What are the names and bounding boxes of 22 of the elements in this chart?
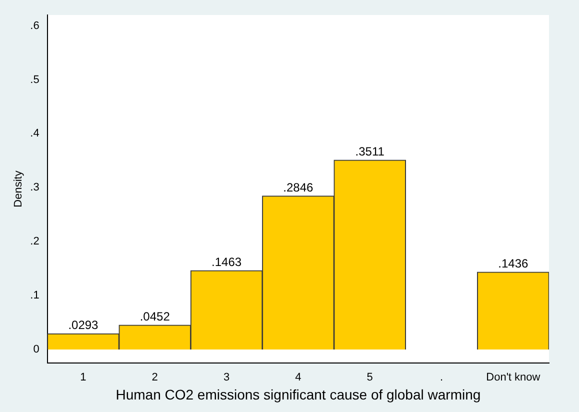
data-label: .0293 xyxy=(68,318,99,332)
data-label: .1463 xyxy=(212,254,242,269)
y-tick-label: .5 xyxy=(30,74,40,86)
data-label: .0452 xyxy=(140,309,170,324)
y-tick-label: .4 xyxy=(30,128,40,140)
x-tick-label: 5 xyxy=(366,372,373,384)
y-tick-label: .2 xyxy=(30,236,40,248)
x-tick-label: 4 xyxy=(295,372,302,384)
x-axis-title: Human CO2 emissions significant cause of global warming xyxy=(116,386,481,402)
y-axis-title: Density xyxy=(12,170,25,208)
data-label: .3511 xyxy=(355,144,385,158)
y-tick-label: 0 xyxy=(33,344,40,356)
x-tick-label: 3 xyxy=(223,372,230,384)
y-tick-label: .1 xyxy=(30,290,40,302)
y-tick-label: .6 xyxy=(30,20,40,32)
y-tick-label: .3 xyxy=(30,182,40,194)
x-tick-label: 1 xyxy=(80,372,86,384)
x-tick-label: Don't know xyxy=(486,372,540,384)
data-label: .2846 xyxy=(283,180,314,194)
data-label: .1436 xyxy=(498,256,529,270)
x-tick-label: 2 xyxy=(152,372,158,384)
x-tick-label: . xyxy=(440,372,444,384)
